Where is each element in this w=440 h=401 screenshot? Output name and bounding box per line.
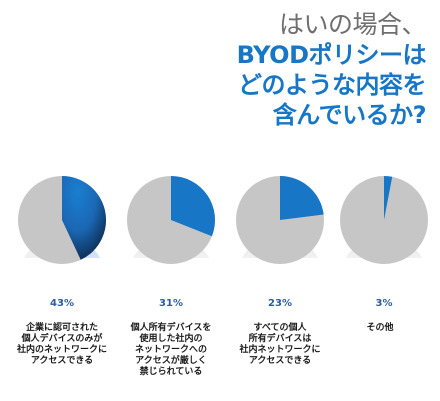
title-line-3: どのような内容を <box>238 71 427 99</box>
pie-label-3-line-4: アクセスできる <box>248 356 312 366</box>
pie-label-1-line-1: 企業に認可された <box>25 323 98 333</box>
chart-title: はいの場合、 BYODポリシーは どのような内容を 含んでいるか? <box>126 10 427 130</box>
title-line-2: BYODポリシーは <box>236 41 427 69</box>
pie-slice-3 <box>280 176 324 220</box>
pie-label-3-line-3: 社内ネットワークに <box>239 345 321 355</box>
pie-label-3: すべての個人 所有デバイスは 社内ネットワークに アクセスできる <box>228 323 332 367</box>
title-line-4: 含んでいるか? <box>272 101 427 129</box>
pie-slice-4 <box>384 176 393 220</box>
pie-label-1-line-3: 社内のネットワークに <box>16 345 107 355</box>
pie-value-label-1: 43% <box>50 298 74 309</box>
pie-label-3-line-2: 所有デバイスは <box>248 334 312 344</box>
pie-label-2-line-3: ネットワークへの <box>134 345 207 355</box>
pie-value-label-3: 23% <box>268 298 292 309</box>
pie-label-2-line-4: アクセスが厳しく <box>135 356 207 366</box>
pie-label-2-line-5: 禁じられている <box>139 367 203 377</box>
pie-slice-1 <box>62 176 106 260</box>
pie-label-4-line-1: その他 <box>366 323 394 333</box>
pie-value-label-2: 31% <box>159 298 183 309</box>
pie-label-2-line-2: 使用した社内の <box>139 334 203 344</box>
pie-label-1: 企業に認可された 個人デバイスのみが 社内のネットワークに アクセスできる <box>10 323 114 367</box>
pie-label-1-line-2: 個人デバイスのみが <box>21 334 103 344</box>
pie-label-4: その他 <box>328 323 432 334</box>
pie-slice-2 <box>171 176 216 237</box>
pie-label-2: 個人所有デバイスを 使用した社内の ネットワークへの アクセスが厳しく 禁じられている <box>119 323 223 378</box>
pie-label-2-line-1: 個人所有デバイスを <box>130 323 212 333</box>
pie-value-label-4: 3% <box>376 298 393 309</box>
title-line-1: はいの場合、 <box>278 10 427 39</box>
pie-label-3-line-1: すべての個人 <box>253 323 307 333</box>
pie-label-1-line-4: アクセスできる <box>30 356 94 366</box>
